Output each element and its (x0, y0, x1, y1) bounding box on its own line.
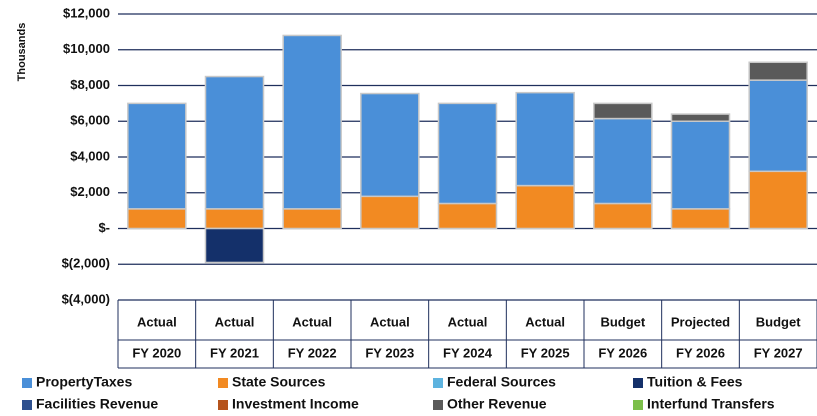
y-axis-label: Thousands (16, 23, 28, 82)
y-tick-label: $(2,000) (62, 256, 110, 271)
x-tick-label: FY 2021 (210, 345, 259, 360)
bar-segment (437, 102, 498, 205)
y-tick-label: $2,000 (70, 184, 110, 199)
legend-label: Investment Income (232, 396, 359, 412)
bar-segment (282, 34, 342, 210)
x-tick-label: Actual (215, 314, 255, 329)
x-tick-label: FY 2020 (132, 345, 181, 360)
x-tick-label: Actual (370, 314, 410, 329)
y-tick-label: $6,000 (70, 113, 110, 128)
bar-segment (127, 102, 187, 210)
x-tick-label: Budget (756, 314, 801, 329)
x-tick-label: FY 2024 (443, 345, 493, 360)
legend-label: State Sources (232, 374, 326, 390)
bar-segment (437, 202, 498, 230)
bar-segment (670, 120, 731, 210)
bar-segment (360, 92, 420, 198)
bar-segment (204, 227, 265, 264)
legend-label: PropertyTaxes (36, 374, 132, 390)
legend-swatch (633, 400, 643, 410)
legend-swatch (433, 378, 443, 388)
y-tick-label: $4,000 (70, 148, 110, 163)
bar-segment (670, 113, 731, 122)
x-tick-label: FY 2027 (754, 345, 803, 360)
y-tick-label: $8,000 (70, 77, 110, 92)
legend-swatch (22, 400, 32, 410)
x-tick-label: FY 2026 (676, 345, 725, 360)
bar-segment (748, 61, 808, 81)
y-tick-label: $12,000 (63, 5, 110, 20)
x-tick-label: FY 2023 (365, 345, 414, 360)
x-tick-label: Actual (292, 314, 332, 329)
bar-segment (515, 91, 575, 187)
x-tick-label: Actual (525, 314, 565, 329)
bar-segment (670, 208, 731, 230)
legend-swatch (22, 378, 32, 388)
x-tick-label: Budget (600, 314, 645, 329)
x-tick-label: Projected (671, 314, 730, 329)
y-tick-label: $10,000 (63, 41, 110, 56)
x-tick-label: Actual (448, 314, 488, 329)
bar-segment (515, 184, 575, 230)
legend-swatch (433, 400, 443, 410)
legend-label: Facilities Revenue (36, 396, 158, 412)
bar-segment (748, 79, 808, 173)
bar-segment (593, 202, 653, 230)
legend-label: Federal Sources (447, 374, 556, 390)
legend-label: Tuition & Fees (647, 374, 743, 390)
legend-label: Interfund Transfers (647, 396, 775, 412)
bar-segment (204, 75, 265, 210)
bar-segment (282, 208, 342, 230)
legend-swatch (633, 378, 643, 388)
legend-label: Other Revenue (447, 396, 547, 412)
bar-segment (748, 170, 808, 230)
x-tick-label: FY 2022 (288, 345, 337, 360)
bar-segment (593, 117, 653, 205)
legend-swatch (218, 400, 228, 410)
x-tick-label: FY 2026 (598, 345, 647, 360)
y-tick-label: $(4,000) (62, 291, 110, 306)
x-tick-label: Actual (137, 314, 177, 329)
legend-swatch (218, 378, 228, 388)
y-tick-label: $- (98, 220, 110, 235)
bar-segment (204, 208, 265, 230)
x-tick-label: FY 2025 (521, 345, 570, 360)
bar-segment (127, 208, 187, 230)
bar-segment (593, 102, 653, 120)
bar-segment (360, 195, 420, 230)
